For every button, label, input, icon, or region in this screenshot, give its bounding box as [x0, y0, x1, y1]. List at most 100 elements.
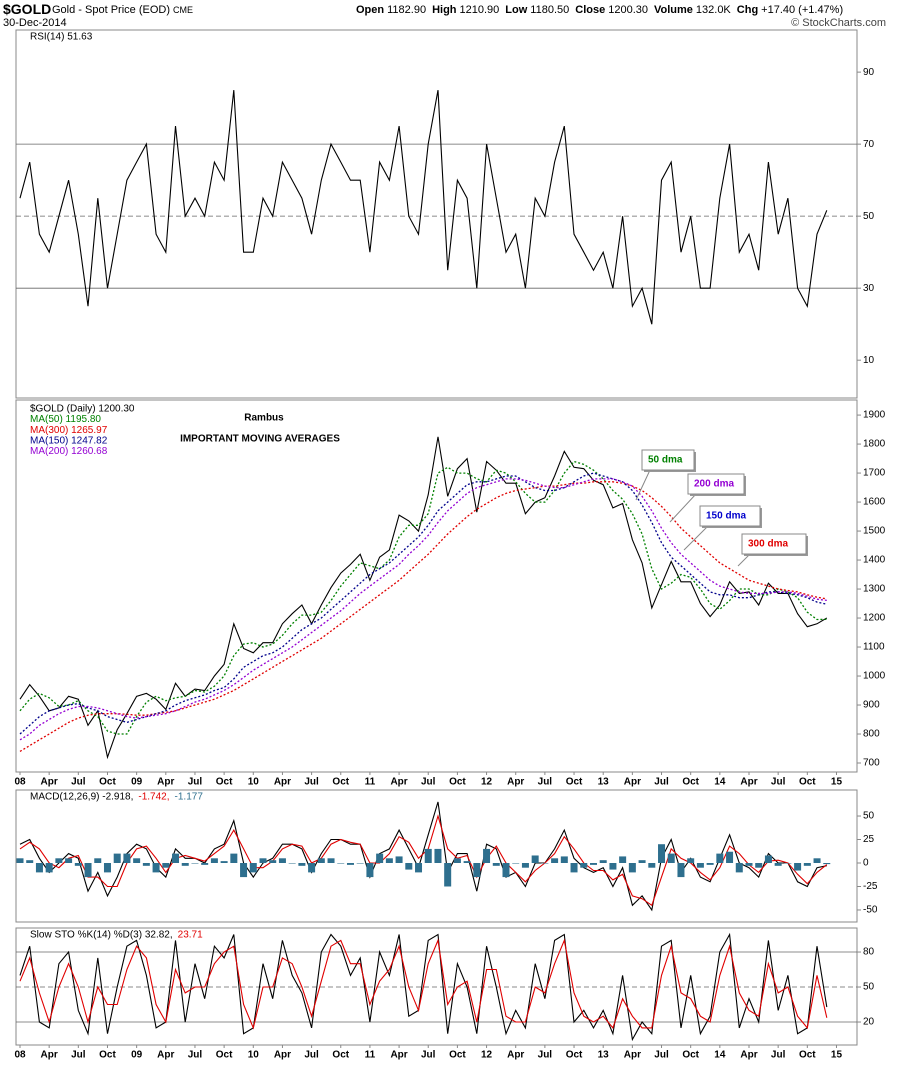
histogram-bar	[26, 860, 34, 863]
x-tick-label: Apr	[624, 777, 641, 788]
annotation-text: 150 dma	[706, 511, 746, 522]
histogram-bar	[512, 862, 520, 864]
x-tick-label: Oct	[449, 1050, 466, 1061]
y-tick-label: -50	[863, 905, 878, 916]
x-tick-label: Oct	[99, 777, 116, 788]
quote-label: Volume	[653, 4, 693, 16]
histogram-bar	[415, 862, 423, 873]
histogram-bar	[308, 862, 316, 873]
x-tick-label: Jul	[771, 1050, 786, 1061]
histogram-bar	[483, 848, 491, 863]
panel-label: RSI(14) 51.63	[30, 32, 93, 43]
quote-item: Volume 132.0K	[654, 4, 731, 16]
x-tick-label: Apr	[274, 777, 291, 788]
x-tick-label: 11	[365, 1050, 376, 1061]
y-tick-label: 20	[863, 1017, 875, 1028]
x-tick-label: 09	[131, 1050, 143, 1061]
x-tick-label: 09	[131, 777, 143, 788]
histogram-bar	[541, 862, 549, 864]
x-tick-label: Jul	[188, 777, 203, 788]
quote-item: High 1210.90	[432, 4, 499, 16]
histogram-bar	[823, 862, 831, 865]
x-tick-label: Apr	[274, 1050, 291, 1061]
histogram-bar	[278, 858, 286, 863]
histogram-bar	[356, 862, 364, 864]
x-tick-label: 13	[598, 777, 610, 788]
x-tick-label: Jul	[304, 1050, 319, 1061]
histogram-bar	[317, 858, 325, 863]
annotation-text: 50 dma	[648, 455, 683, 466]
histogram-bar	[638, 860, 646, 863]
histogram-bar	[658, 844, 666, 863]
header: $GOLD Gold - Spot Price (EOD) CME 30-Dec…	[0, 0, 900, 30]
y-tick-label: 1100	[863, 642, 885, 653]
x-tick-label: Oct	[216, 777, 233, 788]
histogram-bar	[376, 853, 384, 863]
histogram-bar	[726, 851, 734, 863]
histogram-bar	[667, 853, 675, 863]
histogram-bar	[453, 858, 461, 863]
quote-label: Close	[575, 4, 606, 16]
histogram-bar	[521, 862, 529, 868]
legend-entry: $GOLD (Daily) 1200.30	[30, 404, 135, 415]
series-line	[19, 90, 828, 325]
x-tick-label: Apr	[624, 1050, 641, 1061]
legend-entry: MA(300) 1265.97	[30, 425, 108, 436]
y-tick-label: 1000	[863, 671, 886, 682]
y-tick-label: 80	[863, 947, 875, 958]
histogram-bar	[492, 862, 500, 866]
annotation-pointer	[635, 469, 651, 501]
histogram-bar	[230, 853, 238, 863]
histogram-bar	[133, 858, 141, 863]
histogram-bar	[735, 862, 743, 873]
x-tick-label: Apr	[157, 1050, 174, 1061]
y-tick-label: 50	[863, 811, 875, 822]
x-tick-label: 08	[14, 1050, 26, 1061]
annotation-pointer	[683, 525, 709, 551]
legend-entry: MA(50) 1195.80	[30, 414, 101, 425]
histogram-bar	[240, 862, 248, 878]
x-tick-label: Oct	[216, 1050, 233, 1061]
histogram-bar	[619, 856, 627, 863]
histogram-bar	[502, 862, 510, 878]
histogram-bar	[337, 862, 345, 864]
date: 30-Dec-2014	[3, 17, 67, 29]
x-tick-label: Jul	[188, 1050, 203, 1061]
y-tick-label: 30	[863, 283, 875, 294]
histogram-bar	[113, 853, 121, 863]
x-tick-label: Jul	[421, 777, 436, 788]
histogram-bar	[716, 853, 724, 863]
attribution: © StockCharts.com	[791, 17, 886, 29]
x-tick-label: Oct	[566, 777, 583, 788]
x-tick-label: Apr	[507, 1050, 524, 1061]
histogram-bar	[84, 862, 92, 878]
y-tick-label: 25	[863, 834, 875, 845]
histogram-bar	[589, 862, 597, 865]
histogram-bar	[599, 860, 607, 863]
x-tick-label: Jul	[538, 1050, 553, 1061]
histogram-bar	[210, 858, 218, 863]
x-tick-label: 12	[481, 1050, 493, 1061]
series-line	[19, 932, 828, 1042]
legend-entry: -1.742,	[138, 792, 169, 803]
x-tick-label: 11	[365, 777, 376, 788]
x-tick-label: 10	[248, 1050, 260, 1061]
x-tick-label: Jul	[304, 777, 319, 788]
histogram-bar	[172, 853, 180, 863]
quote-value: 132.0K	[695, 4, 731, 16]
exchange: CME	[173, 5, 194, 15]
instrument-name: Gold - Spot Price (EOD) CME	[52, 4, 193, 16]
quote-value: 1200.30	[608, 4, 648, 16]
legend-entry: MA(200) 1260.68	[30, 446, 108, 457]
histogram-bar	[551, 858, 559, 863]
x-tick-label: Apr	[740, 1050, 757, 1061]
histogram-bar	[327, 858, 335, 863]
symbol: $GOLD	[3, 1, 52, 17]
histogram-bar	[696, 862, 704, 868]
annotation-box	[741, 533, 807, 555]
histogram-bar	[764, 855, 772, 863]
x-tick-label: 12	[481, 777, 493, 788]
y-tick-label: 900	[863, 700, 880, 711]
histogram-bar	[123, 853, 131, 863]
histogram-bar	[434, 848, 442, 863]
